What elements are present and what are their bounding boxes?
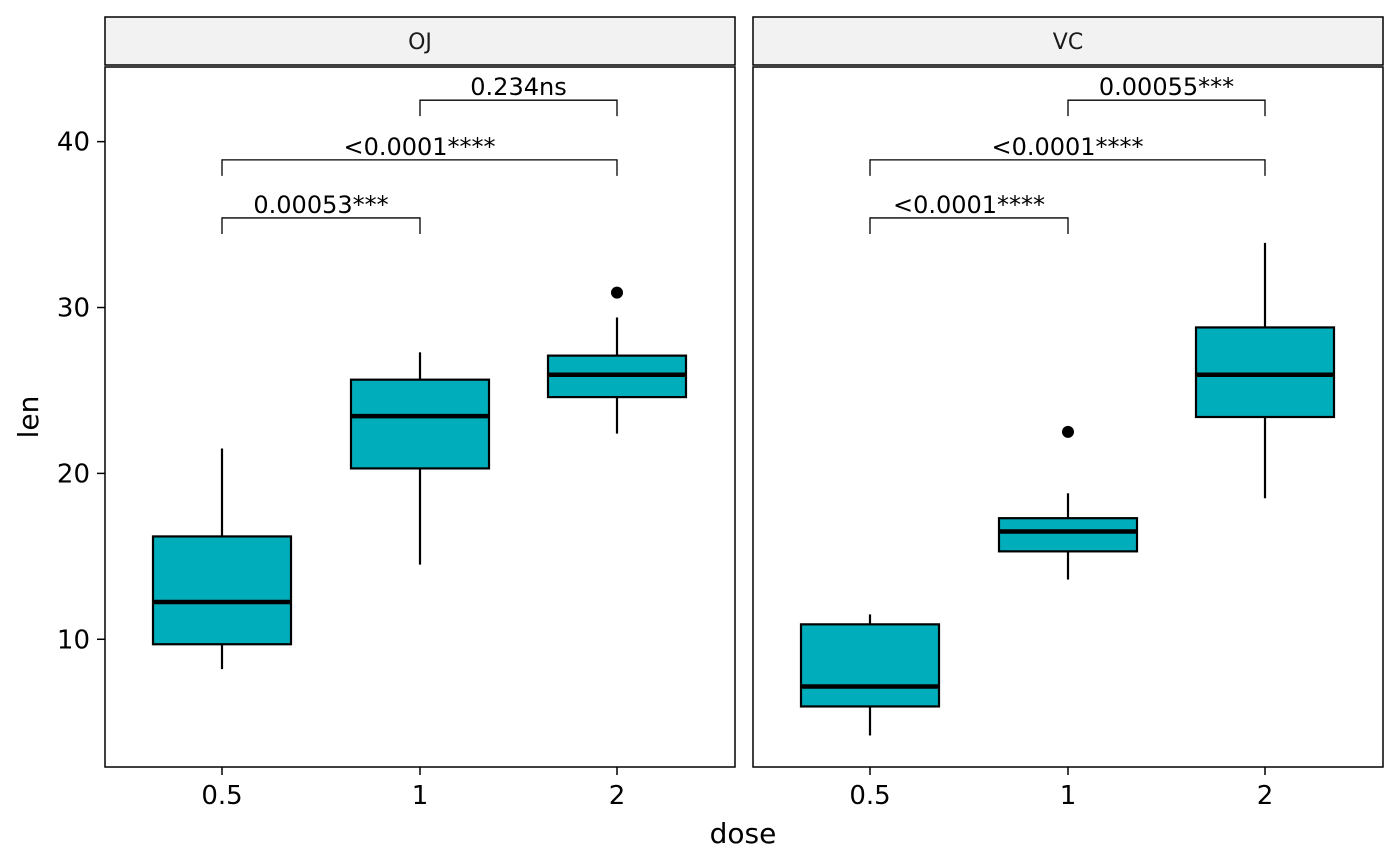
x-tick-label: 2 xyxy=(609,781,626,811)
box-body xyxy=(349,378,491,470)
box-body xyxy=(1194,326,1336,419)
comparison-label: 0.234ns xyxy=(470,73,566,101)
y-axis: 10 20 30 40 xyxy=(57,128,105,655)
x-tick-label: 0.5 xyxy=(849,781,890,811)
comparison-0.5-1: 0.00053*** xyxy=(221,191,421,234)
comparison-bracket xyxy=(221,159,618,176)
facets: OJ 0.5 1 2 0.00053*** <0.0001**** 0.234ns VC 0.5… xyxy=(104,16,1384,811)
y-axis-title: len xyxy=(12,396,45,439)
y-tick-label: 40 xyxy=(57,128,90,158)
comparison-label: 0.00055*** xyxy=(1099,73,1234,101)
y-tick-label: 10 xyxy=(57,625,90,655)
outlier-point xyxy=(611,286,623,299)
comparison-bracket xyxy=(1067,99,1266,117)
x-tick-label: 1 xyxy=(412,781,429,811)
comparison-label: 0.00053*** xyxy=(253,191,388,219)
comparison-1-2: 0.234ns xyxy=(419,73,618,117)
x-axis-title: dose xyxy=(710,817,777,850)
facet-strip xyxy=(752,16,1384,66)
box-1 xyxy=(349,352,491,565)
facet-strip xyxy=(104,16,736,66)
x-tick-label: 0.5 xyxy=(201,781,242,811)
comparison-label: <0.0001**** xyxy=(991,133,1143,161)
box-0.5 xyxy=(151,448,293,670)
box-body xyxy=(151,535,293,646)
box-body xyxy=(997,517,1139,553)
outlier-point xyxy=(1062,425,1074,438)
comparison-bracket xyxy=(869,217,1069,234)
comparison-0.5-2: <0.0001**** xyxy=(221,133,618,176)
facet-panel-oj: OJ 0.5 1 2 0.00053*** <0.0001**** 0.234ns xyxy=(104,16,736,811)
comparison-label: <0.0001**** xyxy=(893,191,1045,219)
x-tick-label: 1 xyxy=(1060,781,1077,811)
box-1 xyxy=(997,425,1139,580)
comparison-0.5-2: <0.0001**** xyxy=(869,133,1266,176)
box-body xyxy=(799,623,941,708)
facet-strip-label: OJ xyxy=(408,30,432,55)
box-0.5 xyxy=(799,614,941,736)
facet-panel-vc: VC 0.5 1 2 <0.0001**** <0.0001**** 0.00055*** xyxy=(752,16,1384,811)
box-2 xyxy=(1194,242,1336,499)
box-2 xyxy=(546,286,688,434)
comparison-bracket xyxy=(221,217,421,234)
comparison-1-2: 0.00055*** xyxy=(1067,73,1266,117)
comparison-0.5-1: <0.0001**** xyxy=(869,191,1069,234)
y-tick-label: 20 xyxy=(57,459,90,489)
x-tick-label: 2 xyxy=(1257,781,1274,811)
comparison-bracket xyxy=(869,159,1266,176)
facet-strip-label: VC xyxy=(1053,30,1083,55)
comparison-bracket xyxy=(419,99,618,117)
y-tick-label: 30 xyxy=(57,294,90,324)
comparison-label: <0.0001**** xyxy=(343,133,495,161)
